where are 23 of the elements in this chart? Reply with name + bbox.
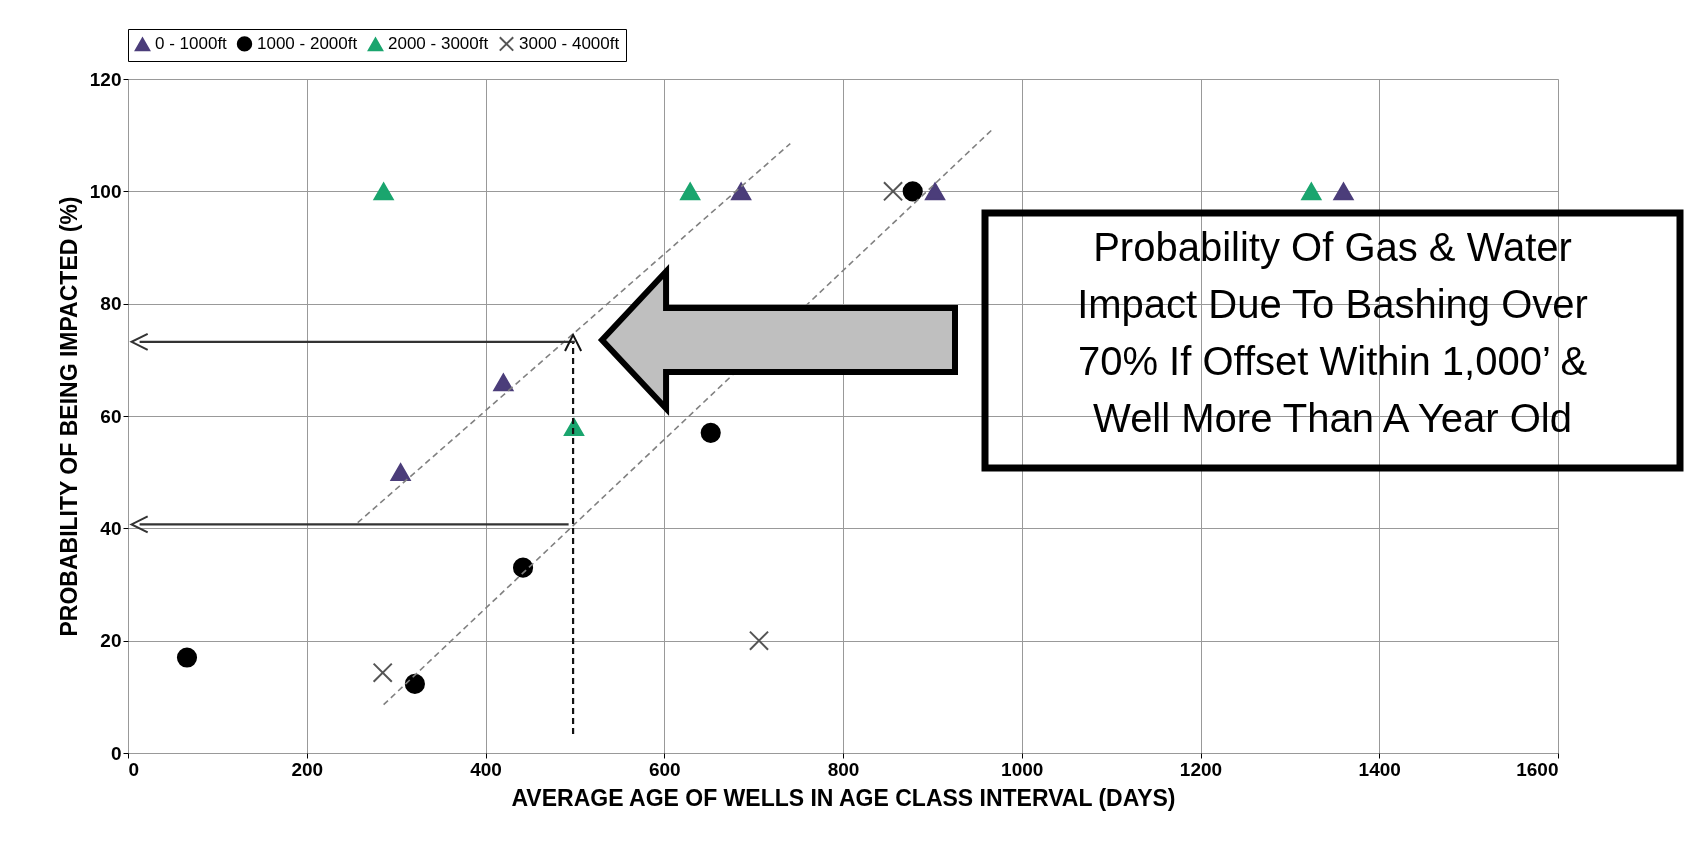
x-tick-label: 1400 <box>1358 758 1401 780</box>
legend-label: 3000 - 4000ft <box>519 33 620 53</box>
legend-label: 2000 - 3000ft <box>388 34 489 54</box>
x-axis-title: AVERAGE AGE OF WELLS IN AGE CLASS INTERVAL (DAYS) <box>511 784 1176 811</box>
x-tick-label: 400 <box>470 758 502 780</box>
x-tick-label: 0 <box>128 758 140 780</box>
annotation: Probability Of Gas & Water Impact Due To Bashing Over 70% If Offset Within 1,000’ & Well More Than A Year Old <box>1077 225 1588 440</box>
y-tick-label: 60 <box>100 405 122 427</box>
y-tick-label: 120 <box>89 68 122 90</box>
x-tick-label: 800 <box>827 758 860 780</box>
y-tick-label: 0 <box>110 742 122 764</box>
y-tick-label: 20 <box>100 630 122 652</box>
x-tick-label: 1000 <box>1001 758 1044 780</box>
y-tick-label: 40 <box>100 517 122 539</box>
y-axis-title: PROBABILITY OF BEING IMPACTED (%) <box>55 196 82 637</box>
x-tick-label: 1200 <box>1179 758 1223 780</box>
x-tick-label: 1600 <box>1516 758 1559 780</box>
x-tick-label: 200 <box>291 758 324 780</box>
legend-label: 1000 - 2000ft <box>257 33 358 53</box>
y-tick-label: 100 <box>89 180 122 202</box>
y-tick-label: 80 <box>100 293 122 315</box>
legend-label: 0 - 1000ft <box>155 34 228 54</box>
x-tick-label: 600 <box>648 758 681 780</box>
